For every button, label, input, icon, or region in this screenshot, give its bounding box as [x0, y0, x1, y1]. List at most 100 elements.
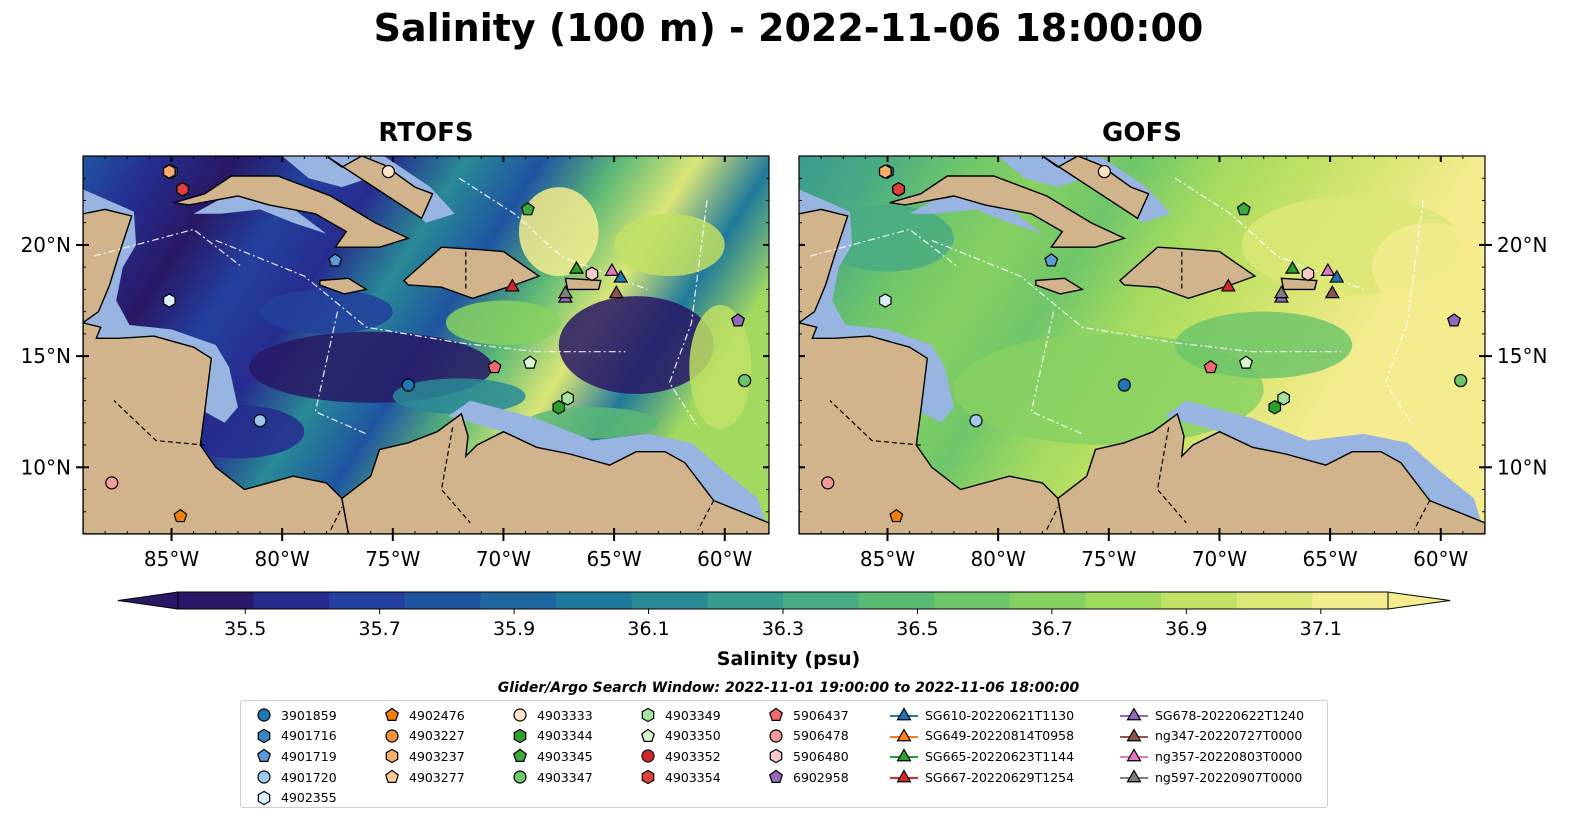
- legend-item: 4901716: [253, 726, 337, 747]
- hexagon-marker-icon: [641, 769, 655, 785]
- rtofs-lat-tick-label: 10°N: [21, 455, 71, 479]
- circle-marker-icon: [513, 770, 527, 784]
- legend-column: 5906437 5906478 5906480 6902958: [765, 705, 849, 787]
- legend-item: ng347-20220727T0000: [1119, 726, 1304, 747]
- search-window-text: Glider/Argo Search Window: 2022-11-01 19…: [497, 680, 1080, 696]
- legend-item: 5906480: [765, 746, 849, 767]
- circle-marker-icon: [641, 749, 655, 764]
- rtofs-obs-4901719: [328, 253, 343, 267]
- colorbar-tick-label: 36.7: [1031, 618, 1073, 640]
- legend-marker: [513, 728, 527, 744]
- legend-item: 4903333: [509, 705, 593, 726]
- gofs-lon-tick-label: 60°W: [1413, 547, 1468, 571]
- rtofs-lat-tick-label: 20°N: [21, 233, 71, 257]
- gofs-land-jamaica: [1035, 277, 1085, 295]
- gofs-lat-tick-label: 20°N: [1497, 233, 1547, 257]
- rtofs-lon-tick-label: 85°W: [144, 547, 199, 571]
- legend-label: 4903352: [665, 748, 721, 764]
- gofs-obs-3901859: [1117, 378, 1131, 392]
- legend-item: 4903352: [637, 746, 721, 767]
- legend-label: 4903237: [409, 748, 465, 764]
- legend-marker: [896, 769, 912, 783]
- gofs-obs-4903237: [878, 164, 892, 179]
- colorbar-segment: [1085, 592, 1162, 609]
- colorbar-segment: [1312, 592, 1389, 609]
- legend-item: SG678-20220622T1240: [1119, 705, 1304, 726]
- gofs-map-frame: [798, 155, 1486, 535]
- gofs-obs-5906478: [821, 476, 835, 490]
- legend-label: 3901859: [281, 707, 337, 723]
- legend-marker: [513, 770, 527, 784]
- legend-marker: [641, 749, 655, 764]
- rtofs-land-puertorico: [564, 277, 602, 291]
- colorbar-segment: [404, 592, 481, 609]
- colorbar-tick-label: 36.5: [896, 618, 938, 640]
- gofs-obs-ng357-20220803T0000: [1320, 262, 1336, 276]
- legend-item: 6902958: [765, 767, 849, 788]
- gofs-land-southamerica: [1057, 412, 1485, 534]
- legend-marker: [1126, 707, 1142, 721]
- rtofs-map-frame: [82, 155, 770, 535]
- legend-marker: [257, 790, 271, 805]
- legend: 3901859 4901716 4901719 4901720 4902355 49024…: [240, 700, 1328, 808]
- gofs-obs-4903345: [1236, 202, 1251, 216]
- legend-label: SG678-20220622T1240: [1155, 707, 1305, 723]
- rtofs-obs-SG667-20220629T1254: [504, 278, 520, 292]
- legend-marker: [1126, 748, 1142, 762]
- legend-marker: [385, 749, 399, 764]
- gofs-obs-5906480: [1301, 266, 1315, 282]
- rtofs-obs-4901720: [253, 414, 267, 428]
- rtofs-land-hispaniola: [402, 246, 541, 300]
- legend-label: 4902355: [281, 790, 337, 806]
- legend-marker: [257, 708, 271, 722]
- colorbar-segment: [480, 592, 557, 609]
- legend-item: 5906478: [765, 726, 849, 747]
- legend-label: 4903347: [537, 769, 593, 785]
- legend-item: 4903344: [509, 726, 593, 747]
- pentagon-marker-icon: [513, 749, 527, 763]
- hexagon-marker-icon: [641, 708, 655, 723]
- legend-marker: [513, 708, 527, 722]
- legend-item: 4903354: [637, 767, 721, 788]
- legend-label: 5906437: [793, 707, 849, 723]
- colorbar-segment: [858, 592, 935, 609]
- hexagon-marker-icon: [513, 728, 527, 744]
- legend-label: ng597-20220907T0000: [1155, 769, 1303, 785]
- legend-marker: [257, 728, 271, 744]
- rtofs-obs-4903349: [561, 391, 574, 406]
- pentagon-marker-icon: [769, 769, 783, 784]
- legend-marker: [769, 769, 783, 784]
- legend-label: 4903345: [537, 748, 593, 764]
- legend-marker: [641, 708, 655, 723]
- circle-marker-icon: [513, 708, 527, 722]
- legend-label: SG667-20220629T1254: [925, 769, 1075, 785]
- rtofs-lon-tick-label: 75°W: [365, 547, 420, 571]
- rtofs-obs-SG610-20220621T1130: [613, 269, 629, 283]
- rtofs-obs-4902476: [173, 508, 188, 523]
- rtofs-lon-tick-label: 70°W: [476, 547, 531, 571]
- legend-item: 4901720: [253, 767, 337, 788]
- rtofs-land-jamaica: [319, 277, 369, 295]
- gofs-obs-6902958: [1447, 313, 1462, 327]
- colorbar-segment: [1161, 592, 1238, 609]
- legend-item: 4903349: [637, 705, 721, 726]
- legend-label: 4901719: [281, 748, 337, 764]
- legend-label: 5906478: [793, 728, 849, 744]
- colorbar-segment: [934, 592, 1011, 609]
- rtofs-obs-6902958: [731, 313, 746, 327]
- legend-item: 4903347: [509, 767, 593, 788]
- legend-item: 4903227: [381, 726, 465, 747]
- legend-item: 4903237: [381, 746, 465, 767]
- rtofs-obs-SG665-20220623T1144: [568, 260, 585, 274]
- circle-marker-icon: [257, 770, 271, 784]
- legend-label: 4903277: [409, 769, 465, 785]
- legend-item: ng597-20220907T0000: [1119, 767, 1304, 788]
- rtofs-obs-4903354: [176, 182, 189, 197]
- legend-marker: [257, 749, 271, 763]
- legend-label: ng347-20220727T0000: [1155, 728, 1303, 744]
- gofs-land-hispaniola: [1118, 246, 1257, 300]
- map-figure: 85°W 80°W 75°W 70°W 65°W 60°W 20°N 15°N 10°N 85°W…: [21, 155, 1547, 640]
- gofs-obs-ng597-20220907T0000: [1273, 285, 1289, 299]
- legend-marker: [1126, 728, 1142, 742]
- legend-label: 6902958: [793, 769, 849, 785]
